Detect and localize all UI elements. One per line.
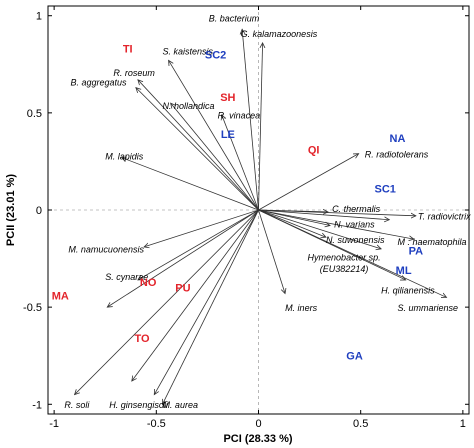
loading-label: R. soli [64, 400, 90, 410]
x-tick-label: -1 [49, 418, 59, 430]
loading-label: R. radiotolerans [365, 150, 429, 160]
loading-label: T. radiovictrix [418, 212, 471, 222]
loading-label: (EU382214) [320, 264, 369, 274]
loading-label: G. kalamazoonesis [241, 29, 318, 39]
x-tick-label: 1 [460, 418, 466, 430]
site-label-ga: GA [346, 351, 363, 363]
site-label-ma: MA [52, 290, 69, 302]
site-label-pa: PA [409, 246, 424, 258]
site-label-ti: TI [123, 44, 133, 56]
site-label-na: NA [390, 133, 406, 145]
loading-label: S. ummariense [397, 303, 458, 313]
y-tick-label: 1 [36, 11, 42, 23]
site-label-sc1: SC1 [375, 184, 396, 196]
loading-label: N. varians [334, 219, 375, 229]
loading-label: R. roseum [113, 68, 155, 78]
loading-label: N. hollandica [162, 101, 214, 111]
site-label-qi: QI [308, 145, 320, 157]
site-label-pu: PU [175, 283, 190, 295]
loading-label: Hymenobacter sp. [308, 253, 381, 263]
y-axis-title: PCII (23.01 %) [5, 174, 17, 246]
x-tick-label: 0 [255, 418, 261, 430]
y-tick-label: -1 [32, 399, 42, 411]
loading-label: M. lapidis [105, 151, 144, 161]
x-axis-title: PCI (28.33 %) [223, 433, 292, 445]
site-label-no: NO [140, 277, 157, 289]
loading-label: M. iners [285, 303, 318, 313]
loading-label: M. aurea [162, 400, 198, 410]
site-label-ml: ML [396, 265, 412, 277]
x-tick-label: -0.5 [147, 418, 166, 430]
loading-label: H. qilianensis [381, 286, 435, 296]
y-tick-label: 0 [36, 205, 42, 217]
loading-label: N. suwonensis [326, 235, 385, 245]
site-label-to: TO [134, 333, 150, 345]
loading-label: M. namucuonensis [68, 245, 144, 255]
x-tick-label: 0.5 [353, 418, 368, 430]
loading-label: B. bacterium [209, 14, 260, 24]
loading-label: R. vinacea [218, 111, 261, 121]
loading-label: B. aggregatus [70, 78, 127, 88]
site-label-sc2: SC2 [205, 49, 226, 61]
y-tick-label: -0.5 [23, 302, 42, 314]
loading-label: C. thermalis [332, 204, 381, 214]
site-label-sh: SH [220, 92, 235, 104]
y-tick-label: 0.5 [27, 108, 42, 120]
loading-label: H. ginsengisoli [109, 400, 169, 410]
site-label-le: LE [221, 129, 235, 141]
